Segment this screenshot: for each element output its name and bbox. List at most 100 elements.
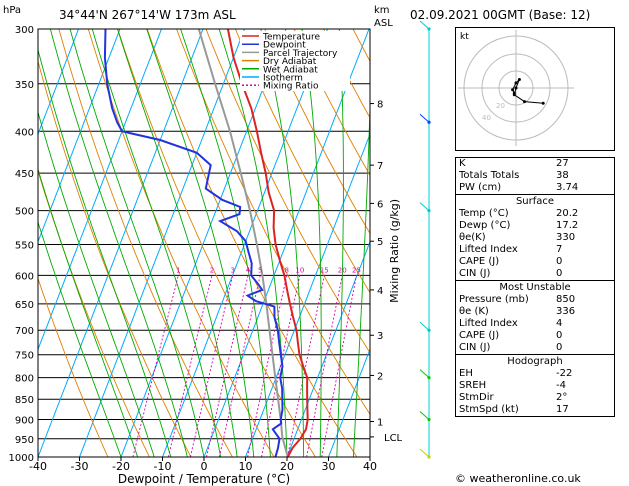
wet-adiabat-line <box>260 29 305 457</box>
surface-label: θe(K) <box>459 232 486 243</box>
pressure-tick-label: 500 <box>15 207 34 218</box>
hodograph-stat-label: StmDir <box>459 392 494 403</box>
mixing-ratio-line <box>206 275 249 457</box>
mixing-ratio-line <box>247 275 288 457</box>
wet-adiabat-line <box>38 110 155 457</box>
hpa-label: hPa <box>3 5 21 16</box>
index-row: K 27 <box>456 158 614 170</box>
legend-item: Temperature <box>262 33 320 43</box>
hodograph-stat-label: EH <box>459 368 473 379</box>
most-unstable-label: CIN (J) <box>459 342 491 353</box>
surface-row: Temp (°C) 20.2 <box>456 208 614 220</box>
most-unstable-row: Lifted Index 4 <box>456 318 614 330</box>
mixing-ratio-label: 3 <box>230 266 234 274</box>
km-tick-label: 8 <box>377 100 383 111</box>
pressure-tick-label: 1000 <box>9 453 34 464</box>
isotherm-line <box>38 29 204 457</box>
most-unstable-value: 4 <box>556 318 563 329</box>
wet-adiabat-line <box>352 91 370 457</box>
surface-value: 17.2 <box>556 220 579 231</box>
surface-value: 330 <box>556 232 576 243</box>
dry-adiabat-line <box>117 29 316 457</box>
hodograph-point <box>517 78 521 81</box>
most-unstable-value: 0 <box>556 330 563 341</box>
hodograph-point <box>511 88 515 92</box>
mixing-ratio-axis-label: Mixing Ratio (g/kg) <box>388 199 401 303</box>
dry-adiabat-line <box>264 29 370 235</box>
index-row: Totals Totals 38 <box>456 170 614 182</box>
dewpoint-line <box>103 29 284 457</box>
surface-row: CAPE (J) 0 <box>456 256 614 268</box>
temperature-line <box>226 29 309 457</box>
mixing-ratio-label: 25 <box>352 266 361 274</box>
legend-item: Wet Adiabat <box>263 65 318 75</box>
mixing-ratio-label: 4 <box>246 266 251 274</box>
index-value: 38 <box>556 170 569 181</box>
hodograph-point <box>512 93 516 97</box>
wind-barb <box>419 202 430 211</box>
x-tick-label: -10 <box>154 460 172 473</box>
isotherm-line <box>38 29 79 136</box>
hodograph-stat-label: SREH <box>459 380 487 391</box>
legend-item: Dewpoint <box>263 41 306 51</box>
x-tick-label: -20 <box>112 460 130 473</box>
pressure-tick-label: 650 <box>15 300 34 311</box>
index-label: Totals Totals <box>459 170 520 181</box>
wind-barb-dot <box>427 27 431 31</box>
most-unstable-value: 336 <box>556 306 576 317</box>
x-axis-label: Dewpoint / Temperature (°C) <box>118 472 290 486</box>
surface-value: 7 <box>556 244 563 255</box>
legend-item: Dry Adiabat <box>263 57 317 67</box>
wind-barb-dot <box>427 208 431 213</box>
isotherm-line <box>38 29 162 351</box>
hodograph-stat-value: -22 <box>556 368 573 379</box>
index-value: 27 <box>556 158 569 169</box>
most-unstable-value: 850 <box>556 294 576 305</box>
mixing-ratio-label: 2 <box>210 266 214 274</box>
dry-adiabat-line <box>38 169 150 457</box>
wind-barb-dot <box>427 120 431 124</box>
axes: 1 2 3 4 5 8 10 15 20 2530035040045050055060065070… <box>3 5 403 486</box>
mixing-ratio-label: 10 <box>295 266 304 274</box>
surface-row: θe(K) 330 <box>456 232 614 244</box>
location-label: 34°44'N 267°14'W 173m ASL <box>59 8 236 22</box>
isotherm-line <box>245 132 370 457</box>
surface-row: Lifted Index 7 <box>456 244 614 256</box>
hodograph-plot: kt 20 40 <box>455 27 615 151</box>
surface-title: Surface <box>515 196 555 207</box>
wind-barb <box>419 321 430 331</box>
dry-adiabat-line <box>38 59 192 457</box>
most-unstable-label: Pressure (mb) <box>459 294 529 305</box>
hodograph-stat-row: SREH -4 <box>456 380 614 392</box>
pressure-tick-label: 850 <box>15 395 34 406</box>
wet-adiabat-line <box>301 29 322 457</box>
x-tick-label: 10 <box>239 460 253 473</box>
surface-label: Lifted Index <box>459 244 518 255</box>
wet-adiabat-line <box>38 48 172 457</box>
asl-label: ASL <box>374 18 393 29</box>
wind-barb <box>419 113 430 123</box>
km-tick-label: 5 <box>377 237 383 248</box>
hodograph-stat-value: 17 <box>556 404 569 415</box>
wet-adiabat-line <box>49 29 188 457</box>
surface-label: CAPE (J) <box>459 256 500 267</box>
most-unstable-label: θe (K) <box>459 306 489 317</box>
hodograph-stat-label: StmSpd (kt) <box>459 404 519 415</box>
pressure-tick-label: 450 <box>15 169 34 180</box>
hodograph-ring-label: 40 <box>482 114 491 122</box>
isotherm-line <box>203 29 370 457</box>
hodograph-kt-label: kt <box>460 32 469 42</box>
legend-item: Mixing Ratio <box>263 82 319 92</box>
hodograph-point <box>523 100 526 104</box>
dry-adiabat-line <box>618 29 629 457</box>
mixing-ratio-label: 5 <box>258 266 262 274</box>
pressure-tick-label: 700 <box>15 326 34 337</box>
surface-value: 0 <box>556 268 563 279</box>
mixing-ratio-line <box>306 275 343 457</box>
wind-barb <box>419 411 430 420</box>
isotherm-line <box>79 29 245 457</box>
surface-value: 0 <box>556 256 563 267</box>
mixing-ratio-line <box>287 275 325 457</box>
mixing-ratio-line <box>189 275 234 457</box>
